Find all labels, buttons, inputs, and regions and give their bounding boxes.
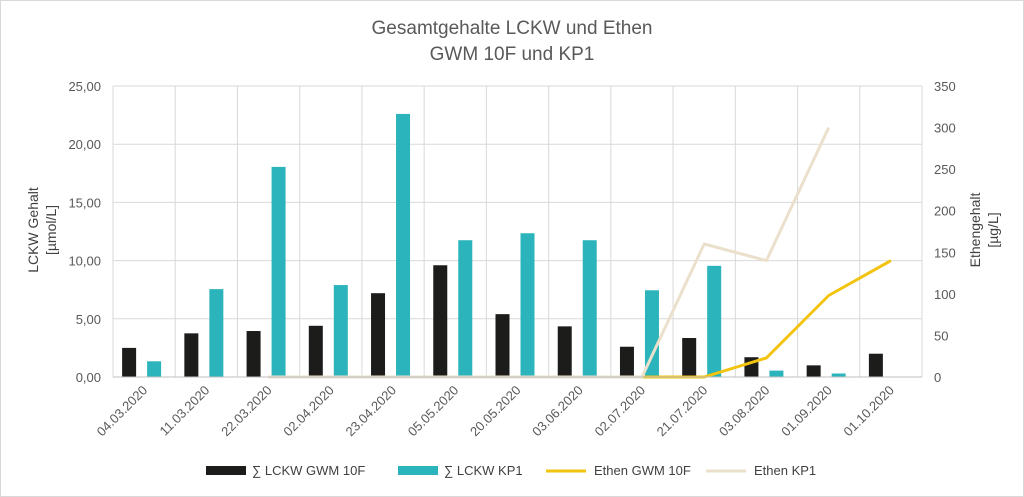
bar bbox=[868, 353, 883, 377]
bar bbox=[433, 265, 448, 377]
right-tick-label: 100 bbox=[934, 287, 956, 302]
bar bbox=[308, 325, 323, 377]
gridlines bbox=[112, 85, 923, 378]
bar bbox=[495, 314, 510, 377]
bar bbox=[458, 240, 473, 377]
bar bbox=[831, 373, 846, 377]
bar bbox=[371, 293, 386, 377]
left-tick-label: 10,00 bbox=[68, 254, 101, 269]
right-tick-label: 300 bbox=[934, 121, 956, 136]
right-tick-label: 50 bbox=[934, 328, 948, 343]
bar bbox=[619, 346, 634, 377]
left-axis-title-line1: LCKW Gehalt bbox=[25, 187, 41, 273]
left-tick-label: 25,00 bbox=[68, 79, 101, 94]
right-axis-title-line2: [µg/L] bbox=[985, 212, 1001, 247]
left-tick-label: 20,00 bbox=[68, 137, 101, 152]
right-tick-label: 200 bbox=[934, 204, 956, 219]
legend-label-lckw-gwm10f: ∑ LCKW GWM 10F bbox=[252, 463, 365, 478]
left-tick-label: 0,00 bbox=[76, 370, 101, 385]
bar bbox=[644, 290, 659, 377]
bar bbox=[707, 265, 722, 377]
right-tick-label: 350 bbox=[934, 79, 956, 94]
left-tick-label: 5,00 bbox=[76, 312, 101, 327]
bar bbox=[209, 289, 224, 377]
bar bbox=[769, 370, 784, 377]
chart-title-line1: Gesamtgehalte LCKW und Ethen bbox=[372, 18, 653, 39]
bar bbox=[396, 113, 411, 377]
bars bbox=[122, 113, 883, 377]
left-tick-label: 15,00 bbox=[68, 195, 101, 210]
legend: ∑ LCKW GWM 10F ∑ LCKW KP1 Ethen GWM 10F … bbox=[206, 463, 816, 478]
right-tick-label: 150 bbox=[934, 245, 956, 260]
right-axis-title-line1: Ethengehalt bbox=[967, 193, 983, 268]
bar bbox=[184, 333, 199, 377]
chart-title-line2: GWM 10F und KP1 bbox=[430, 44, 595, 65]
bar bbox=[246, 331, 261, 377]
legend-label-ethen-gwm10f: Ethen GWM 10F bbox=[594, 463, 691, 478]
bar bbox=[122, 347, 137, 377]
bar bbox=[582, 240, 597, 377]
legend-swatch-lckw-kp1 bbox=[398, 466, 438, 475]
bar bbox=[147, 361, 162, 377]
right-tick-label: 0 bbox=[934, 370, 941, 385]
right-tick-label: 250 bbox=[934, 162, 956, 177]
left-axis-title-line2: [µmol/L] bbox=[43, 205, 59, 255]
legend-label-lckw-kp1: ∑ LCKW KP1 bbox=[444, 463, 523, 478]
bar bbox=[557, 326, 572, 377]
legend-label-ethen-kp1: Ethen KP1 bbox=[754, 463, 816, 478]
bar bbox=[271, 166, 286, 377]
legend-swatch-lckw-gwm10f bbox=[206, 466, 246, 475]
bar bbox=[682, 338, 697, 377]
bar bbox=[333, 285, 348, 377]
bar bbox=[520, 233, 535, 377]
bar bbox=[806, 365, 821, 377]
